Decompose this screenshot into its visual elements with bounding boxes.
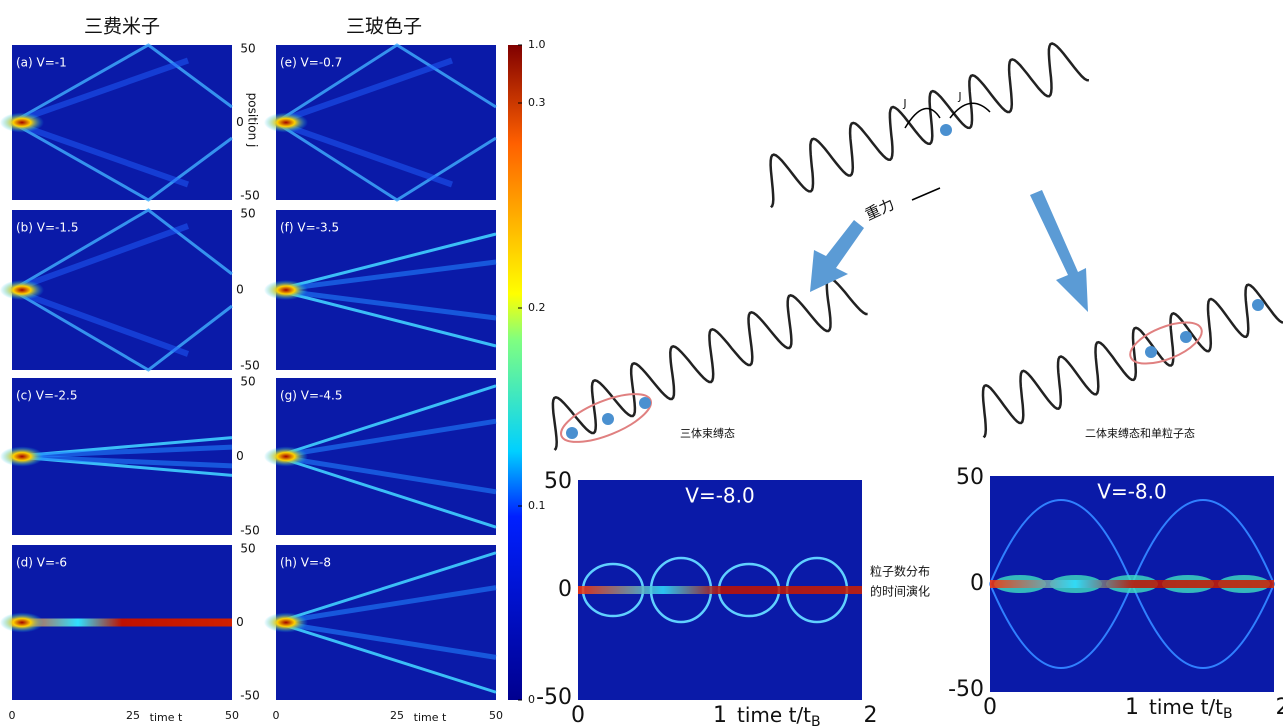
particle: [1145, 346, 1157, 358]
x-axis-label-sub: B: [811, 714, 821, 726]
y-tick-label: -50: [536, 685, 572, 710]
state-label: 二体束缚态和单粒子态: [1085, 426, 1195, 440]
colorbar-tick-label: 0.2: [528, 301, 546, 314]
x-axis-label-sub: B: [1223, 706, 1233, 722]
column-title: 三玻色子: [346, 16, 422, 38]
panel-label: (c) V=-2.5: [16, 389, 77, 403]
y-tick-label: 0: [236, 615, 244, 629]
lattice-potential: [771, 44, 1089, 208]
x-tick-label: 25: [390, 709, 404, 722]
x-axis-label: time t: [150, 711, 183, 724]
y-tick-label: 50: [240, 542, 255, 556]
y-tick-label: 50: [544, 469, 572, 494]
panel-label: (e) V=-0.7: [280, 56, 342, 70]
x-tick-label: 0: [983, 695, 997, 720]
y-tick-label: 50: [240, 207, 255, 221]
x-tick-label: 0: [9, 709, 16, 722]
heatmap-band: [990, 580, 1274, 588]
x-axis-label: time t: [414, 711, 447, 724]
y-tick-label: 0: [236, 115, 244, 129]
x-tick-label: 50: [225, 709, 239, 722]
panel-label: (g) V=-4.5: [280, 389, 342, 403]
caption: 粒子数分布: [870, 564, 930, 579]
heatmap-source: [0, 280, 44, 300]
panel-label: (a) V=-1: [16, 56, 67, 70]
y-tick-label: -50: [240, 524, 260, 538]
particle: [1252, 299, 1264, 311]
panel-title: V=-8.0: [685, 484, 754, 508]
y-tick-label: 0: [558, 577, 572, 602]
y-tick-label: -50: [240, 359, 260, 373]
particle: [602, 413, 614, 425]
x-tick-label: 50: [489, 709, 503, 722]
y-tick-label: 0: [236, 283, 244, 297]
hopping-label: J: [957, 90, 961, 103]
panel-label: (d) V=-6: [16, 556, 67, 570]
particle: [940, 124, 952, 136]
panel-label: (b) V=-1.5: [16, 221, 78, 235]
colorbar-tick-label: 0.3: [528, 96, 546, 109]
heatmap-band: [578, 586, 862, 594]
heatmap-source: [0, 113, 44, 133]
heatmap-source: [264, 280, 308, 300]
y-tick-label: 0: [236, 449, 244, 463]
x-axis-label: time t/tB: [737, 703, 821, 726]
x-axis-label: time t/tB: [1149, 695, 1233, 723]
heatmap-source: [0, 613, 44, 633]
figure: (a) V=-1 (b) V=-1.5 (c) V=-2.5 (d) V=-6 (e) …: [0, 0, 1283, 726]
y-tick-label: -50: [240, 189, 260, 203]
y-tick-label: 50: [956, 465, 984, 490]
heatmap-band: [12, 619, 232, 627]
colorbar-tick-label: 0.1: [528, 499, 546, 512]
y-tick-label: 0: [970, 571, 984, 596]
x-tick-label: 0: [273, 709, 280, 722]
colorbar-tick-label: 1.0: [528, 38, 546, 51]
x-tick-label: 0: [571, 703, 585, 726]
x-tick-label: 2: [864, 703, 878, 726]
panel-label: (f) V=-3.5: [280, 221, 339, 235]
y-tick-label: 50: [240, 375, 255, 389]
colorbar: [508, 45, 522, 700]
x-axis-label-main: time t/t: [1149, 695, 1223, 719]
y-axis-label: position j: [246, 93, 260, 148]
x-tick-label: 1: [1125, 695, 1139, 720]
colorbar-tick-label: 0: [528, 693, 535, 706]
lattice-potential: [553, 278, 868, 450]
x-axis-label-main: time t/t: [737, 703, 811, 726]
gravity-label: 重力: [862, 195, 897, 224]
process-arrow: [810, 220, 864, 292]
state-label: 三体束缚态: [680, 426, 735, 440]
gravity-arrow: [912, 188, 940, 200]
particle: [1180, 331, 1192, 343]
panel-label: (h) V=-8: [280, 556, 331, 570]
hopping-label: J: [902, 97, 906, 110]
panel-title: V=-8.0: [1097, 480, 1166, 504]
x-tick-label: 1: [713, 703, 727, 726]
y-tick-label: 50: [240, 42, 255, 56]
particle: [639, 397, 651, 409]
x-tick-label: 25: [126, 709, 140, 722]
process-arrow: [1030, 190, 1088, 312]
column-title: 三费米子: [84, 16, 160, 38]
x-tick-label: 2: [1276, 695, 1283, 720]
y-tick-label: -50: [948, 677, 984, 702]
caption: 的时间演化: [870, 584, 930, 599]
heatmap-source: [264, 447, 308, 467]
particle: [566, 427, 578, 439]
heatmap-source: [264, 613, 308, 633]
heatmap-source: [0, 447, 44, 467]
y-tick-label: -50: [240, 689, 260, 703]
heatmap-source: [264, 113, 308, 133]
